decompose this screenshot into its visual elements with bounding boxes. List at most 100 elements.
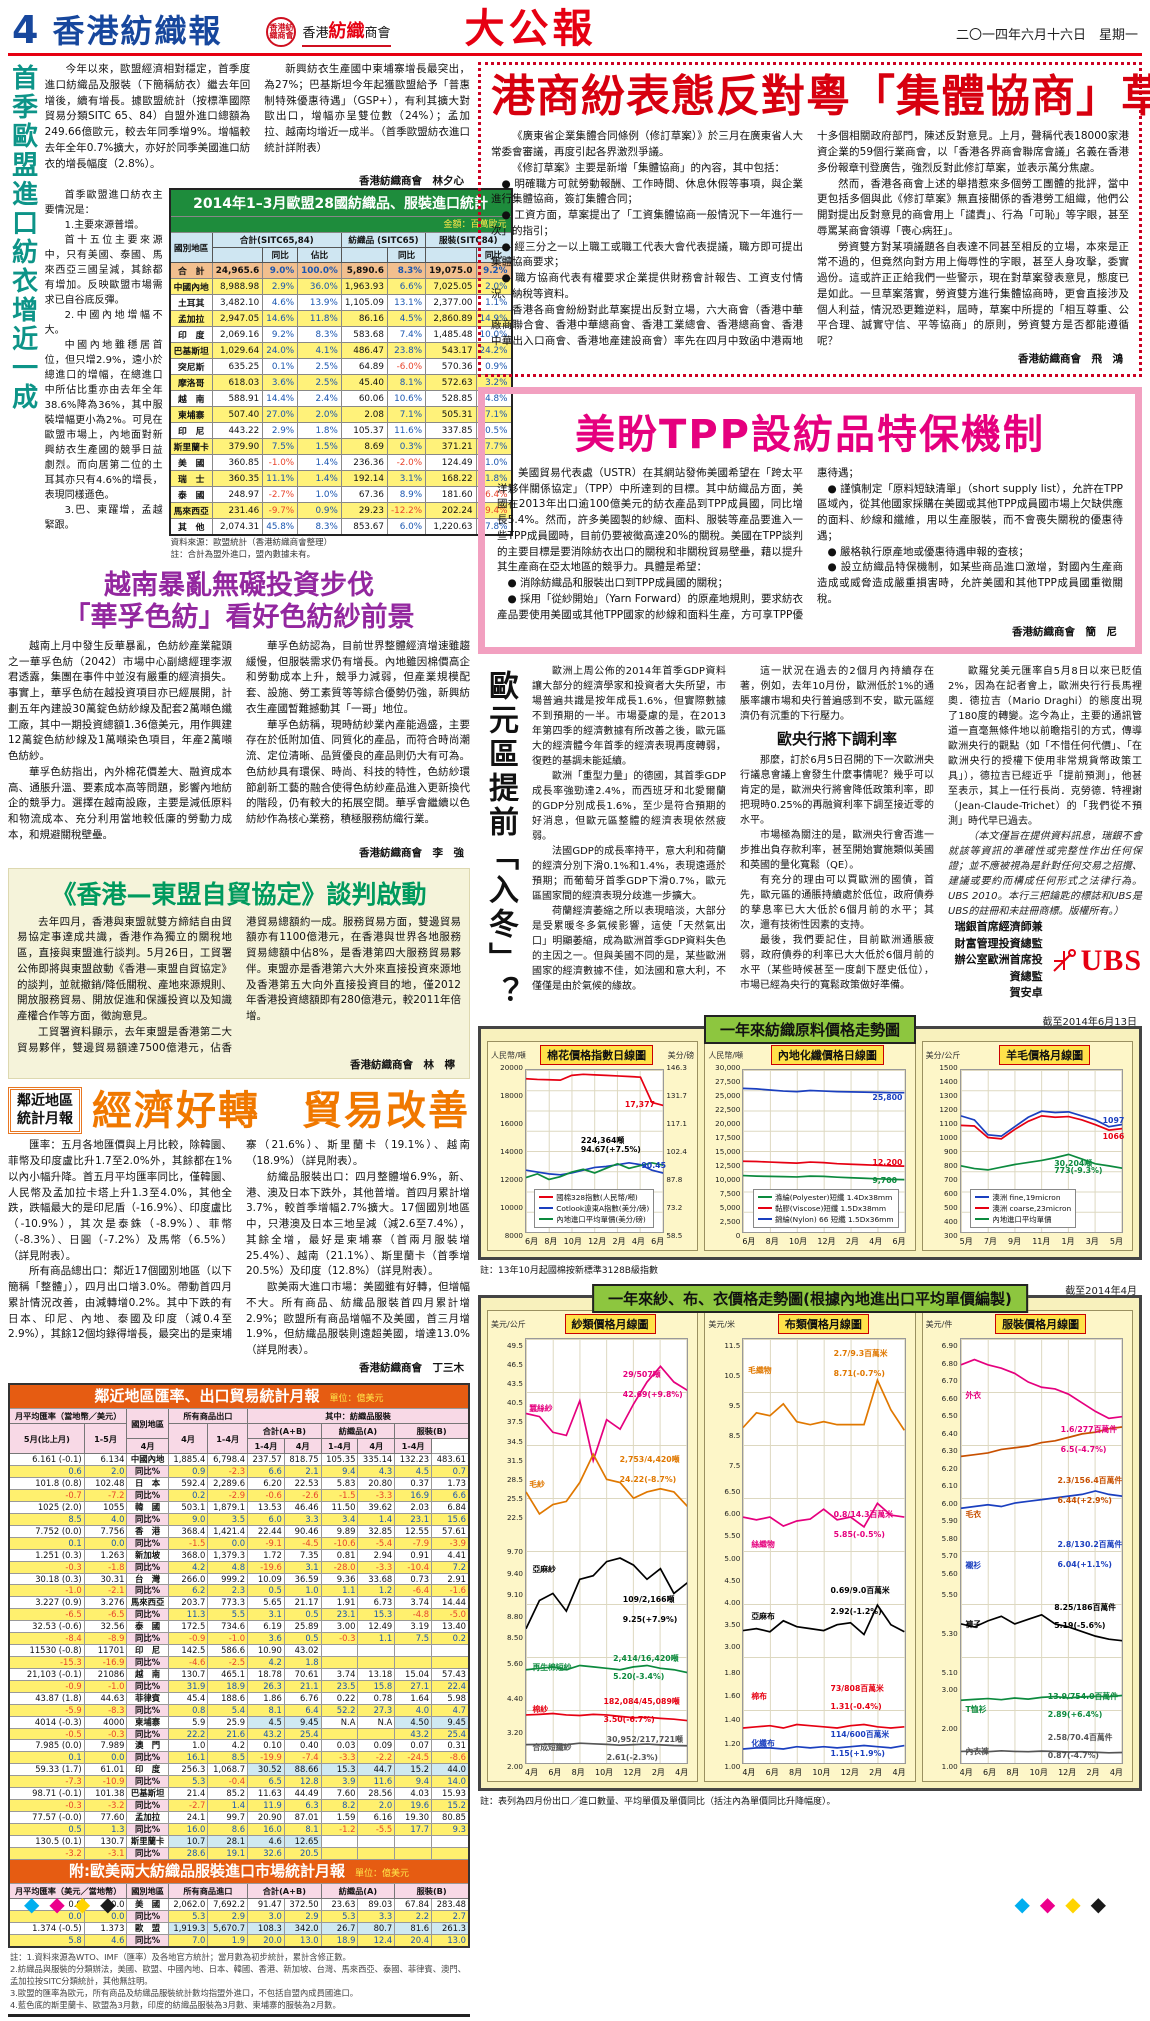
axis-tick: 9.5 (728, 1401, 741, 1411)
value-cell: 32.53 (-0.6) (8, 1620, 85, 1634)
yoy-row: -15.3 -16.9 同比% -4.6 -2.5 4.2 1.8 (8, 1655, 470, 1669)
value-cell: 465.1 (207, 1667, 249, 1681)
value-cell: 13.18 (357, 1667, 396, 1681)
chart-annotation: 9.25(+7.9%) (622, 1614, 678, 1624)
yoy-cell: 11.6 (357, 1775, 396, 1789)
value-cell: 3.00 (320, 1620, 359, 1634)
value-cell: 231.46 (211, 502, 264, 520)
value-cell: 24,965.6 (211, 262, 264, 280)
chart-annotation: 30,204噸 (1054, 1158, 1093, 1168)
axis-tick: 117.1 (666, 1119, 687, 1129)
chart-annotation: 25,800 (872, 1093, 903, 1103)
article-collective-body: 《廣東省企業集體合同條例（修訂草案）》於三月在廣東省人大常委會審議，再度引起各界… (491, 129, 1129, 350)
series-內衣褲 (961, 1751, 1122, 1753)
series-黏膠(Viscose)短纖 1.5Dx38mm (743, 1162, 904, 1167)
chart-annotation: 29/507噸 (622, 1370, 661, 1380)
value-cell: 192.14 (340, 470, 389, 488)
yoy-cell: -0.3 (320, 1632, 359, 1646)
chart-annotation: 棉布 (751, 1692, 767, 1702)
axis-tick: 10,000 (715, 1175, 741, 1185)
value-cell: 1,105.09 (340, 294, 389, 312)
value-cell: 4.03 (394, 1787, 433, 1801)
yoy-cell: -0.9 (8, 1679, 85, 1693)
value-cell: 18.78 (247, 1667, 285, 1681)
value-cell: 2.91 (431, 1572, 470, 1586)
yoy-cell: -1.0 (8, 1584, 85, 1598)
value-cell: 1.72 (247, 1548, 285, 1562)
yoy-cell: -8.3 (83, 1703, 128, 1717)
region-cell: 柬埔寨 (169, 406, 213, 424)
yoy-label-cell: 同比% (126, 1679, 169, 1693)
region-cell: 瑞 士 (169, 470, 213, 488)
yoy-cell: 1.2 (357, 1584, 396, 1598)
region-cell: 印 尼 (169, 422, 213, 440)
chart-annotation: 24.22(-8.7%) (619, 1475, 677, 1485)
axis-tick: 3.00 (724, 1641, 741, 1651)
x-axis-label: 4月 (631, 1237, 645, 1247)
page-header: 4 香港紡織報 香港紡織商會 香港紡織商會 大公報 二〇一四年六月十六日 星期一 (8, 4, 1142, 56)
value-cell: 368.4 (167, 1524, 209, 1538)
paragraph: 2.中國內地增幅不大。 (44, 310, 163, 337)
value-cell: 102.48 (83, 1477, 128, 1491)
yoy-cell: 3.1 (283, 1560, 322, 1574)
value-cell: 86.16 (340, 310, 389, 328)
paragraph: 《修訂草案》主要是新增「集體協商」的內容，其中包括： (512, 161, 785, 174)
yoy-cell: 0.5 (283, 1608, 322, 1622)
yoy-cell: -1.6 (431, 1584, 470, 1598)
page-number: 4 (12, 7, 39, 52)
value-cell: 5,890.6 (340, 262, 389, 280)
value-cell: 1,379.3 (207, 1548, 249, 1562)
value-cell (357, 1644, 396, 1657)
value-cell: 335.14 (357, 1453, 396, 1467)
yoy-cell: 13.0 (283, 1933, 322, 1948)
yoy-cell: 15.6 (431, 1512, 470, 1526)
yoy-cell: -1.8 (83, 1560, 128, 1574)
yoy-cell (394, 1655, 433, 1669)
publication-date: 二〇一四年六月十六日 星期一 (955, 28, 1138, 43)
paragraph: 勞資雙方對某項議題各自表達不同甚至相反的立場，本來是正常不過的，但竟然向對方用上… (817, 240, 1129, 348)
yoy-cell: 17.7 (394, 1822, 433, 1836)
col-header: 紡織品(A) (320, 1883, 396, 1900)
chart-annotation: 17,377 (624, 1099, 655, 1109)
article-collective-headline: 港商紛表態反對粵「集體協商」草案 (491, 71, 1150, 122)
x-axis-label: 2月 (845, 1237, 859, 1247)
col-header: 合計(A+B) (247, 1883, 322, 1900)
table-row: 巴基斯坦 1,029.64 24.0% 4.1% 486.47 23.8% 543.17 24… (169, 342, 513, 360)
x-axis-label: 8月 (788, 1768, 803, 1778)
col-header: 月平均匯率（美元／當地幣） (8, 1883, 128, 1900)
legend-swatch-icon (758, 1206, 772, 1210)
value-cell: 7.985 (0.0) (8, 1739, 85, 1753)
article-vietnam-headline: 越南暴亂無礙投資步伐 「華孚色紡」看好色紡紗前景 (63, 570, 415, 634)
axis-tick: 25,000 (715, 1091, 741, 1101)
yoy-cell: 9.4 (394, 1775, 433, 1789)
value-cell: 0.07 (394, 1739, 433, 1753)
yoy-cell: 0.5 (283, 1632, 322, 1646)
yoy-cell: 23.1 (320, 1608, 359, 1622)
value-cell: 108.3 (247, 1922, 285, 1935)
region-cell: 中國內地 (126, 1453, 169, 1467)
value-cell: 3.74 (320, 1667, 359, 1681)
value-cell: 27.0% (262, 406, 299, 424)
value-cell: 0.9% (297, 502, 342, 520)
value-cell: 7.756 (83, 1524, 128, 1538)
chart-annotation: 182,084/45,089噸 (603, 1696, 680, 1706)
value-cell: N.A (320, 1715, 359, 1729)
article-tpp: 美盼TPP設紡品特保機制 美國貿易代表處（USTR）在其網站發佈美國希望在「跨太… (478, 386, 1142, 655)
paragraph: 去年四月，香港與東盟就雙方締結自由貿易協定事達成共識，香港作為獨立的關稅地區，直… (17, 915, 232, 1023)
chart-annotation: 2.92(-1.2%) (830, 1606, 882, 1616)
region-cell: 泰 國 (126, 1620, 169, 1634)
value-cell: 4.1% (297, 342, 342, 360)
value-cell: 21.4 (167, 1787, 209, 1801)
axis-tick: 8.50 (506, 1633, 523, 1643)
axis-tick: 1200 (939, 1105, 958, 1115)
col-header: 1-4月 (247, 1438, 285, 1455)
value-cell: 7.35 (283, 1548, 322, 1562)
yoy-cell: -5.5 (357, 1822, 396, 1836)
yoy-label-cell: 同比% (126, 1512, 169, 1526)
paragraph: 歐羅兌美元匯率自5月8日以來已貶值2%，因為在記者會上，歐洲央行行長馬裡奧．德拉… (948, 666, 1142, 828)
paragraph: 最後，我們要記住，目前歐洲通脹疲弱，政府債券的利率已大大低於6個月前的水平（某些… (740, 935, 934, 992)
value-cell: 44.7 (357, 1763, 396, 1777)
value-cell: 1,879.1 (207, 1501, 249, 1514)
table-row: 101.8 (0.8) 102.48 日 本 592.4 2,289.6 6.20 22.5… (8, 1477, 470, 1491)
article-collective: 港商紛表態反對粵「集體協商」草案 《廣東省企業集體合同條例（修訂草案）》於三月在… (478, 62, 1150, 377)
